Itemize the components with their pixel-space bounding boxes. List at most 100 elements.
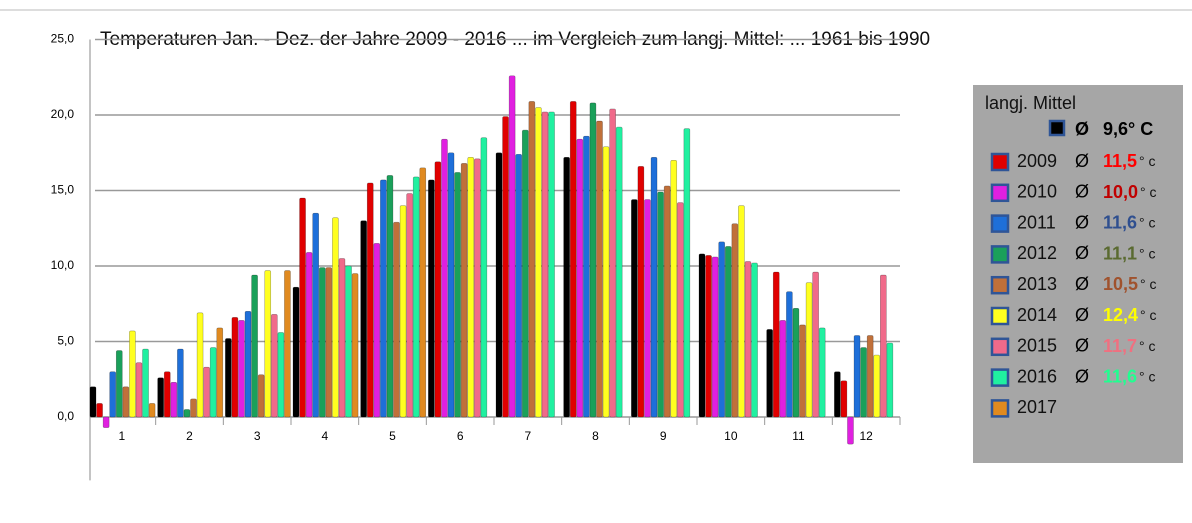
bar [399, 205, 407, 418]
legend-label: 2014 [1017, 305, 1057, 325]
bar [602, 146, 610, 418]
bar [853, 335, 861, 418]
bar [454, 172, 461, 418]
bar [366, 182, 374, 418]
legend-mean-text: 12,4 ° c [1103, 305, 1157, 325]
bar [609, 108, 616, 418]
bar [818, 327, 826, 418]
legend-symbol: Ø [1075, 182, 1089, 202]
bar [163, 371, 171, 418]
legend-mean-text: 11,1 ° c [1103, 243, 1156, 263]
bar [115, 350, 123, 418]
bar [860, 347, 867, 418]
legend-label: 2010 [1017, 182, 1057, 202]
bar [305, 252, 313, 418]
bar [847, 416, 854, 445]
legend-swatch [990, 275, 1010, 295]
bar [386, 175, 394, 418]
bar [89, 386, 97, 418]
bar [447, 152, 455, 418]
legend-unit: ° c [1140, 307, 1157, 323]
legend-swatch [1048, 119, 1066, 137]
bar [589, 102, 597, 418]
legend-mean: 10,5 [1103, 274, 1138, 294]
bar [886, 342, 894, 418]
bar [711, 256, 719, 418]
legend-title: langj. Mittel [985, 93, 1076, 113]
bar [284, 270, 291, 418]
bar [122, 386, 130, 418]
bar [380, 179, 387, 418]
bar [209, 347, 217, 418]
legend-unit: ° c [1140, 276, 1157, 292]
bar [467, 156, 475, 418]
bar [480, 137, 488, 418]
bar [270, 314, 278, 418]
legend-mean: 11,6 [1103, 212, 1137, 232]
bar [766, 329, 773, 418]
bar [142, 348, 149, 418]
legend-swatch [990, 368, 1010, 387]
legend-label: 2009 [1017, 151, 1057, 171]
bar [541, 111, 549, 418]
bar [873, 354, 881, 418]
legend-mean: 11,1 [1103, 243, 1137, 263]
bar [631, 199, 638, 418]
legend-swatch [990, 245, 1010, 264]
bar [473, 158, 481, 418]
legend-symbol: Ø [1075, 119, 1089, 139]
bar [231, 317, 239, 418]
bar [583, 135, 590, 418]
legend-swatch [990, 399, 1010, 418]
legend-mean-text: 11,7 ° c [1103, 336, 1156, 356]
legend-unit: ° c [1139, 245, 1156, 261]
legend-label: 2013 [1017, 274, 1057, 294]
bar [360, 220, 367, 418]
bar [129, 330, 136, 418]
bar [663, 185, 671, 418]
legend-mean-text: 10,0 ° c [1103, 182, 1157, 202]
bar [596, 120, 603, 418]
bar [615, 126, 623, 418]
y-tick-label: 20,0 [51, 107, 75, 121]
bar [866, 335, 874, 418]
bar [434, 161, 442, 418]
bar [102, 416, 110, 428]
legend-mean: 10,0 [1103, 182, 1138, 202]
legend-unit: ° c [1139, 368, 1156, 384]
y-tick-label: 5,0 [57, 334, 74, 348]
legend-symbol: Ø [1075, 305, 1089, 325]
bar [637, 166, 645, 418]
bar [840, 380, 848, 418]
legend-label: 2015 [1017, 336, 1057, 356]
y-tick-label: 0,0 [57, 409, 74, 423]
bar [109, 371, 116, 418]
legend-mean-text: 11,5 ° c [1103, 151, 1156, 171]
legend-swatch [990, 214, 1010, 233]
y-tick-label: 15,0 [51, 183, 75, 197]
bar [251, 274, 258, 418]
bar [373, 243, 381, 418]
x-tick-label: 12 [859, 429, 873, 443]
legend-mean-text: 10,5 ° c [1103, 274, 1157, 294]
legend-swatch [990, 306, 1010, 326]
bar [738, 205, 745, 418]
legend-mean: 11,5 [1103, 151, 1137, 171]
bar [548, 111, 555, 418]
legend-unit: ° c [1140, 184, 1157, 200]
bar [244, 310, 252, 418]
bar [521, 129, 529, 418]
bar [441, 138, 448, 418]
bar [412, 176, 420, 418]
legend-swatch [990, 183, 1010, 203]
bar [569, 101, 577, 418]
legend-mean: 11,6 [1103, 366, 1137, 386]
legend-symbol: Ø [1075, 366, 1089, 386]
bar [318, 267, 326, 418]
bar [203, 366, 210, 418]
bar [744, 261, 752, 418]
bar [419, 167, 427, 418]
bar [312, 212, 320, 418]
